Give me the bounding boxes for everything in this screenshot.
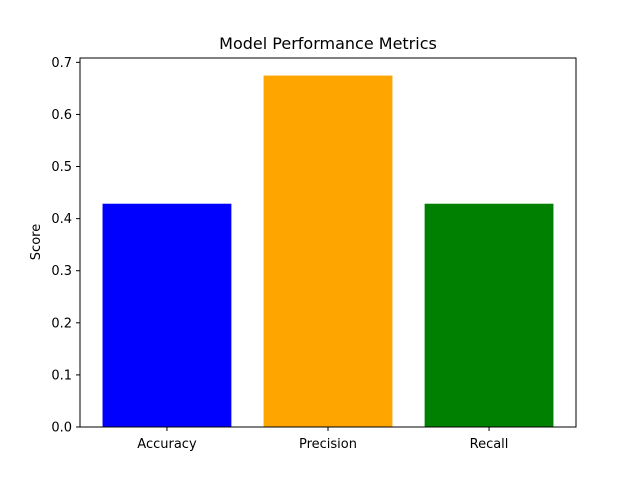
bar-recall [424, 203, 554, 427]
x-tick-label-accuracy: Accuracy [137, 437, 197, 452]
y-tick-label: 0.2 [51, 316, 72, 331]
y-tick-label: 0.6 [51, 108, 72, 123]
y-tick-label: 0.7 [51, 56, 72, 71]
x-tick-label-precision: Precision [299, 437, 357, 452]
chart-title: Model Performance Metrics [219, 34, 437, 53]
x-tick-label-recall: Recall [470, 437, 509, 452]
y-tick-label: 0.0 [51, 421, 72, 436]
y-tick-label: 0.1 [51, 368, 72, 383]
y-tick-label: 0.4 [51, 212, 72, 227]
x-axis: Accuracy Precision Recall [137, 427, 508, 452]
y-axis: 0.0 0.1 0.2 0.3 0.4 0.5 0.6 0.7 [51, 56, 80, 436]
y-tick-label: 0.3 [51, 264, 72, 279]
y-axis-label: Score [29, 224, 44, 260]
bar-precision [263, 75, 393, 428]
bar-accuracy [102, 203, 232, 427]
bars-layer [102, 75, 554, 428]
plot-area-frame [79, 57, 577, 428]
y-tick-label: 0.5 [51, 160, 72, 175]
